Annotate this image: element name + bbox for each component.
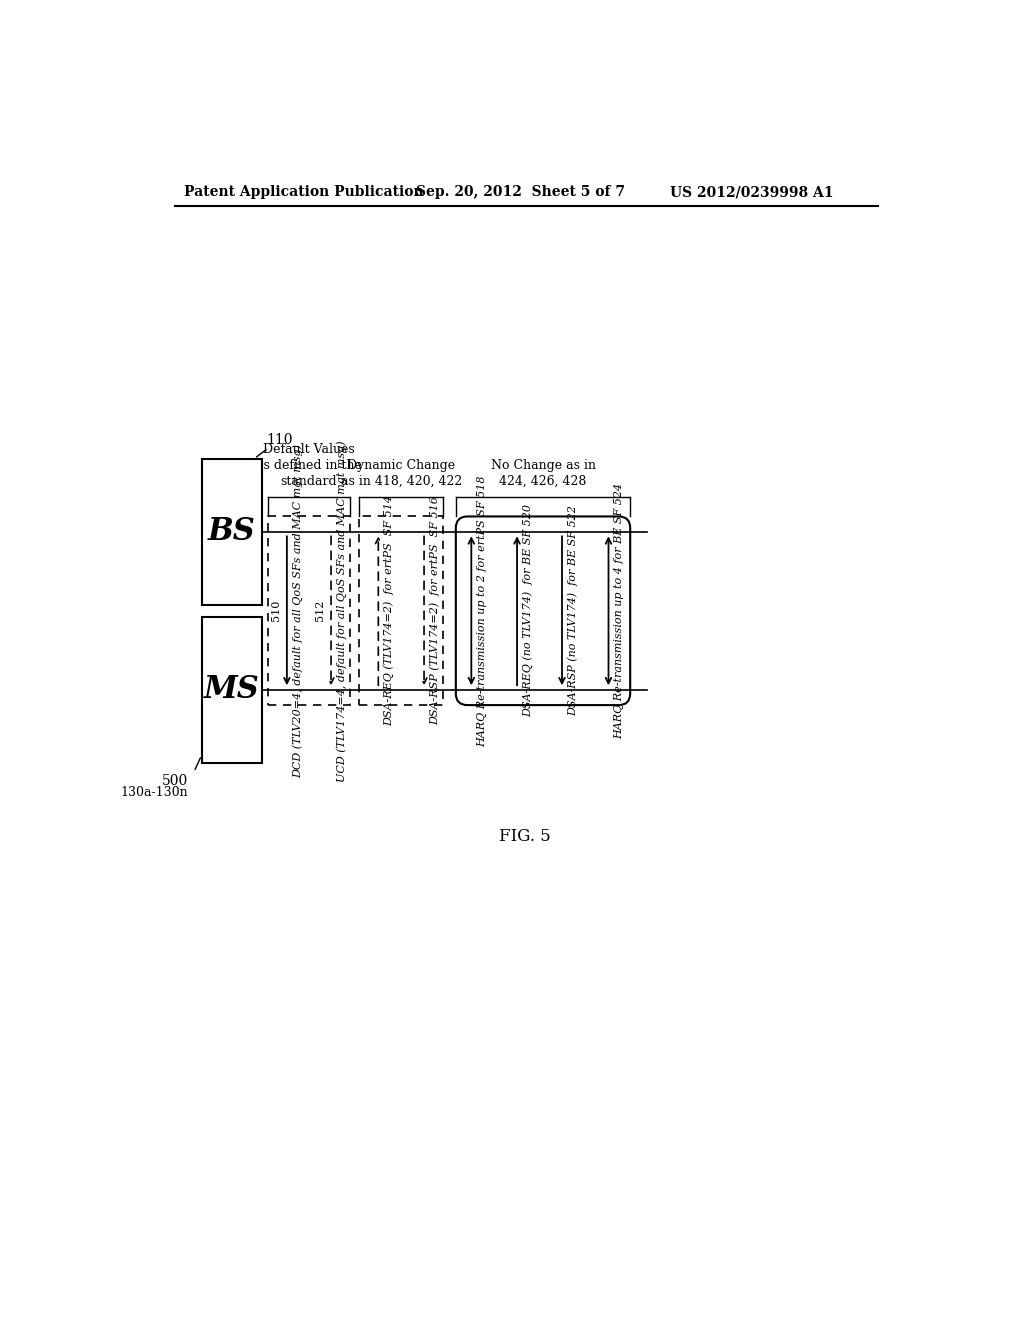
Text: 130a-130n: 130a-130n: [121, 785, 188, 799]
Text: BS: BS: [208, 516, 256, 548]
Text: Default Values
as defined in the
standard: Default Values as defined in the standar…: [256, 444, 361, 488]
Text: MS: MS: [204, 675, 260, 705]
Text: DSA-REQ (no TLV174)  for BE SF 520: DSA-REQ (no TLV174) for BE SF 520: [522, 504, 534, 717]
Bar: [202, 616, 262, 763]
Bar: [267, 516, 350, 705]
Text: Dynamic Change
as in 418, 420, 422: Dynamic Change as in 418, 420, 422: [341, 459, 462, 488]
Text: UCD (TLV174=4, default for all QoS SFs and MAC mgt msg): UCD (TLV174=4, default for all QoS SFs a…: [337, 440, 347, 781]
Text: 512: 512: [314, 601, 325, 622]
Text: DSA-RSP (no TLV174)  for BE SF 522: DSA-RSP (no TLV174) for BE SF 522: [567, 506, 578, 717]
Text: No Change as in
424, 426, 428: No Change as in 424, 426, 428: [490, 459, 596, 488]
Bar: [359, 516, 443, 705]
Bar: [202, 459, 262, 605]
Text: HARQ Re-transmission up to 4 for BE SF 524: HARQ Re-transmission up to 4 for BE SF 5…: [614, 483, 624, 739]
Text: HARQ Re-transmission up to 2 for ertPS SF 518: HARQ Re-transmission up to 2 for ertPS S…: [477, 475, 486, 747]
Text: DCD (TLV20=4, default for all QoS SFs and MAC mgt msg): DCD (TLV20=4, default for all QoS SFs an…: [292, 444, 303, 777]
Text: 510: 510: [270, 601, 281, 622]
Text: FIG. 5: FIG. 5: [499, 829, 551, 845]
Text: DSA-REQ (TLV174=2)  for ertPS  SF 514: DSA-REQ (TLV174=2) for ertPS SF 514: [384, 495, 394, 726]
Text: 110: 110: [266, 433, 293, 447]
Text: DSA-RSP (TLV174=2)  for ertPS  SF 516: DSA-RSP (TLV174=2) for ertPS SF 516: [429, 496, 440, 725]
Text: US 2012/0239998 A1: US 2012/0239998 A1: [671, 185, 834, 199]
Text: Patent Application Publication: Patent Application Publication: [183, 185, 424, 199]
Text: 500: 500: [162, 775, 188, 788]
Text: Sep. 20, 2012  Sheet 5 of 7: Sep. 20, 2012 Sheet 5 of 7: [417, 185, 626, 199]
